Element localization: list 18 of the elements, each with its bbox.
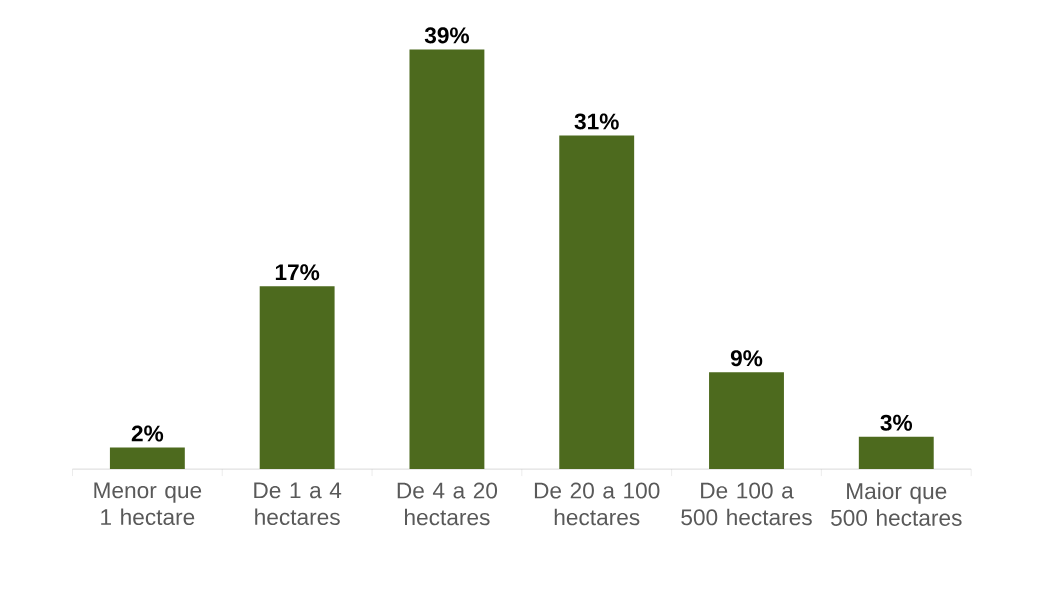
x-tick-label: De 1 a 4 hectares <box>254 482 342 525</box>
bar <box>709 372 784 469</box>
data-label: 39% <box>424 27 469 44</box>
data-label: 9% <box>730 349 763 367</box>
x-tick-label: De 20 a 100 hectares <box>534 482 660 526</box>
x-tick-label: De 100 a 500 hectares <box>681 482 812 526</box>
bar <box>259 285 335 469</box>
x-tick-label: De 4 a 20 hectares <box>397 482 498 526</box>
data-label: 31% <box>574 113 619 130</box>
data-label: 3% <box>880 414 913 431</box>
bar <box>858 436 934 469</box>
x-tick-label: Menor que 1 hectare <box>94 482 202 525</box>
data-label: 2% <box>131 425 164 442</box>
data-label: 17% <box>275 263 320 280</box>
x-tick-label: Maior que 500 hectares <box>831 482 962 526</box>
bar <box>409 49 485 469</box>
bar <box>109 447 185 469</box>
bar <box>559 135 635 469</box>
